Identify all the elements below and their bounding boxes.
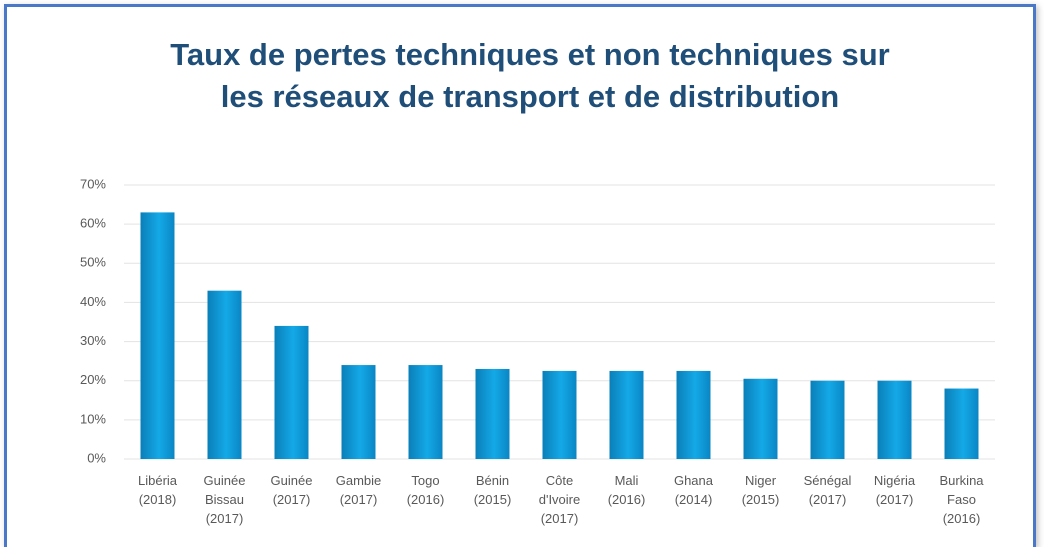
x-tick-label: Niger (2015) bbox=[742, 473, 780, 507]
x-tick-label: Nigéria (2017) bbox=[874, 473, 916, 507]
bar bbox=[609, 370, 644, 459]
bar bbox=[877, 380, 912, 459]
y-tick-label: 20% bbox=[80, 372, 106, 387]
x-tick-label: Mali (2016) bbox=[608, 473, 646, 507]
bar bbox=[944, 388, 979, 459]
bar bbox=[207, 290, 242, 459]
bar bbox=[542, 370, 577, 459]
y-tick-label: 0% bbox=[87, 450, 106, 465]
x-tick-label: Burkina Faso (2016) bbox=[939, 473, 984, 526]
bar bbox=[810, 380, 845, 459]
bar bbox=[140, 212, 175, 459]
bar bbox=[274, 325, 309, 459]
y-tick-label: 50% bbox=[80, 255, 106, 270]
bar bbox=[475, 368, 510, 459]
x-tick-label: Côte d'Ivoire (2017) bbox=[539, 473, 581, 526]
chart-title: Taux de pertes techniques et non techniq… bbox=[170, 37, 890, 114]
x-tick-label: Sénégal (2017) bbox=[804, 473, 852, 507]
y-tick-label: 40% bbox=[80, 294, 106, 309]
y-tick-label: 10% bbox=[80, 411, 106, 426]
x-tick-label: Guinée Bissau (2017) bbox=[204, 473, 246, 526]
frame bbox=[4, 4, 1036, 547]
y-tick-label: 70% bbox=[80, 176, 106, 191]
x-tick-label: Gambie (2017) bbox=[336, 473, 382, 507]
x-tick-label: Togo (2016) bbox=[407, 473, 445, 507]
x-tick-label: Libéria (2018) bbox=[138, 473, 178, 507]
x-tick-label: Ghana (2014) bbox=[674, 473, 714, 507]
bar bbox=[676, 370, 711, 459]
y-tick-label: 60% bbox=[80, 216, 106, 231]
x-tick-label: Bénin (2015) bbox=[474, 473, 512, 507]
x-tick-label: Guinée (2017) bbox=[271, 473, 313, 507]
y-tick-label: 30% bbox=[80, 333, 106, 348]
bar bbox=[408, 365, 443, 459]
bar bbox=[743, 378, 778, 459]
bar bbox=[341, 365, 376, 459]
